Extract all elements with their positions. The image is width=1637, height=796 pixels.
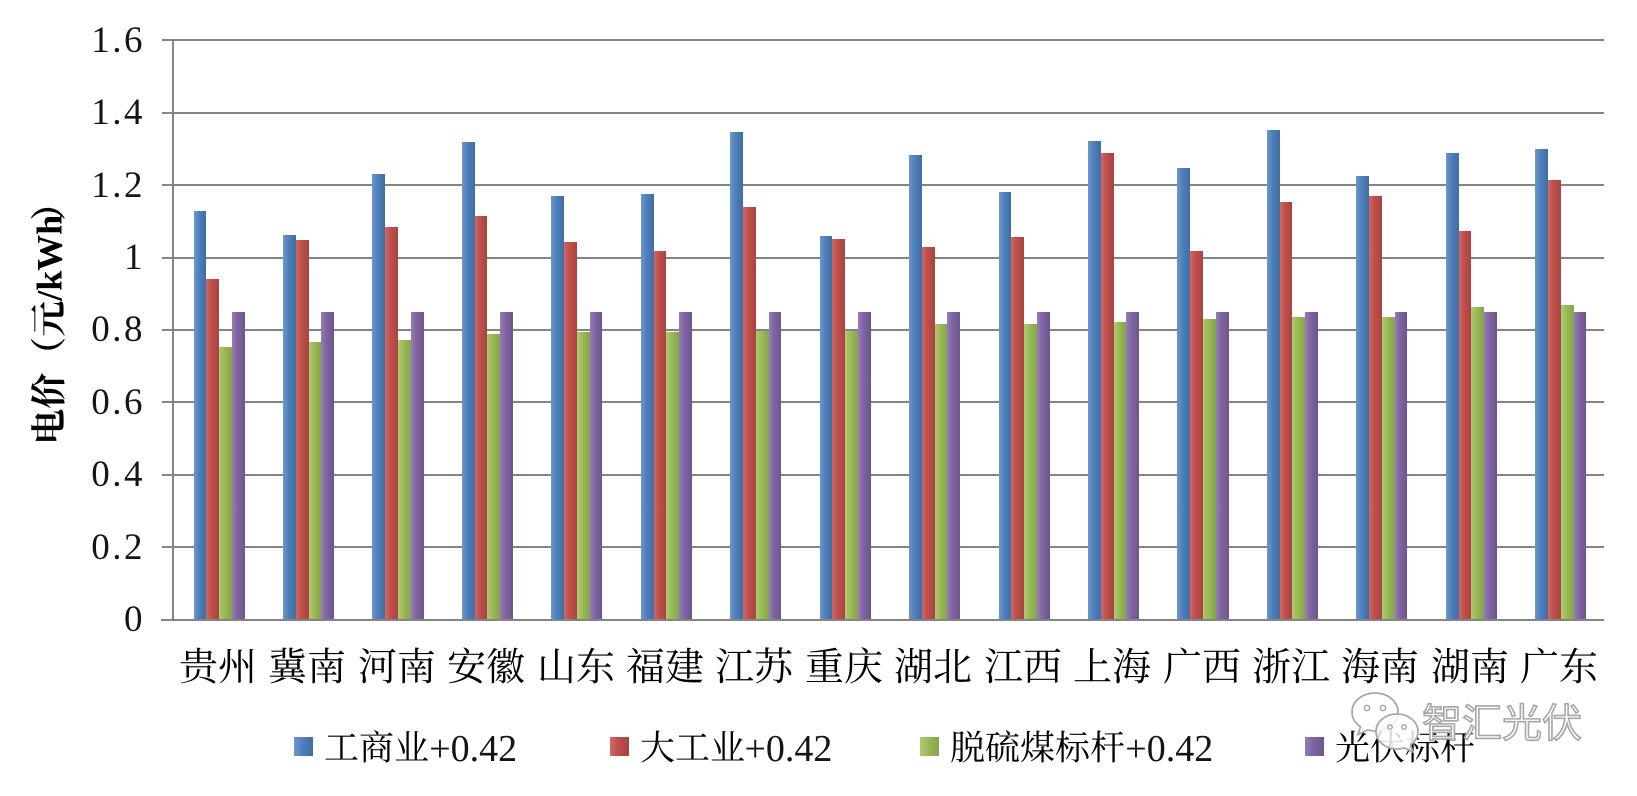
svg-text:/kWh: /kWh (31, 215, 69, 302)
